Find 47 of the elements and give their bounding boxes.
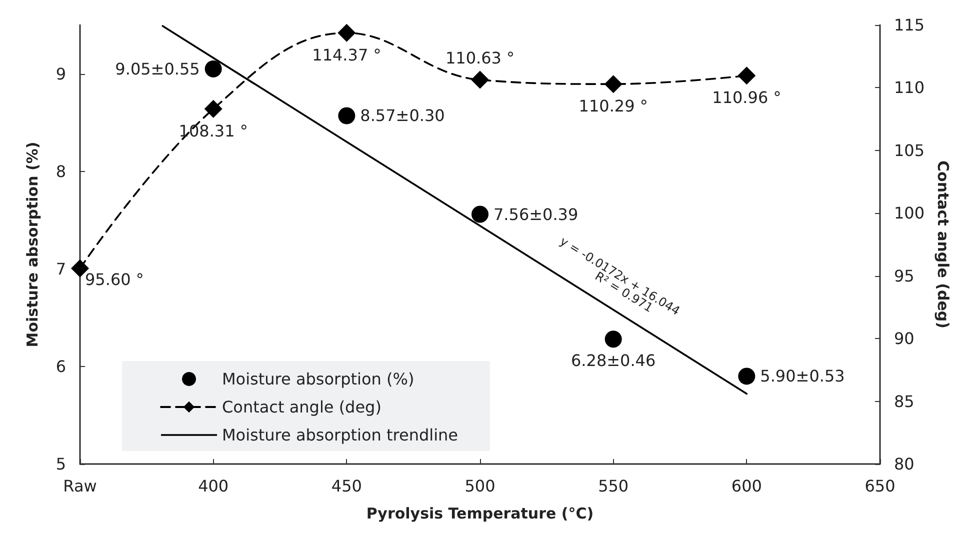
point (604, 75, 622, 94)
point (338, 107, 356, 124)
point (738, 66, 756, 85)
data-label: 5.90±0.53 (760, 366, 845, 386)
data-label: 110.63 ° (445, 48, 515, 68)
x-axis-title: Pyrolysis Temperature (°C) (366, 504, 594, 522)
y2-tick-label: 90 (894, 329, 914, 348)
y2-axis-title: Contact angle (deg) (934, 160, 952, 329)
y-tick-label: 5 (56, 454, 66, 474)
point (471, 70, 489, 89)
legend-label: Moisture absorption (%) (222, 370, 414, 388)
y2-tick-label: 95 (894, 266, 914, 286)
y2-tick-label: 115 (894, 16, 925, 34)
y2-tick-label: 110 (894, 78, 925, 98)
data-label: 6.28±0.46 (571, 351, 656, 370)
data-label: 114.37 ° (312, 45, 382, 64)
x-tick-label: 550 (598, 476, 629, 496)
data-label: 9.05±0.55 (115, 59, 200, 78)
point (472, 206, 488, 223)
x-tick-label: 500 (464, 476, 496, 496)
x-tick-label: Raw (63, 476, 97, 496)
x-tick-label: 650 (864, 476, 896, 496)
y-tick-label: 8 (56, 162, 66, 181)
x-tick-label: 600 (731, 476, 762, 496)
point (204, 60, 222, 78)
y2-tick-label: 85 (894, 392, 914, 411)
data-label: 110.29 ° (578, 96, 648, 116)
data-label: 108.31 ° (178, 121, 248, 140)
legend-label: Moisture absorption trendline (222, 426, 458, 444)
point (204, 100, 222, 118)
legend-label: Contact angle (deg) (222, 398, 382, 416)
y2-tick-label: 100 (894, 204, 925, 223)
y-tick-label: 6 (56, 356, 66, 376)
y2-tick-label: 105 (894, 140, 925, 160)
data-label: 110.96 ° (712, 88, 782, 108)
point (338, 24, 356, 42)
x-tick-label: 450 (331, 476, 362, 496)
x-tick-label: 400 (198, 476, 229, 496)
data-label: 8.57±0.30 (360, 106, 445, 126)
y-tick-label: 7 (56, 259, 66, 278)
point (738, 368, 756, 385)
point (604, 330, 622, 348)
y2-tick-label: 80 (894, 454, 914, 474)
data-label: 95.60 ° (85, 270, 144, 289)
data-label: 7.56±0.39 (494, 204, 578, 224)
y-tick-label: 9 (56, 64, 66, 84)
y-axis-title: Moisture absorption (%) (24, 142, 42, 348)
